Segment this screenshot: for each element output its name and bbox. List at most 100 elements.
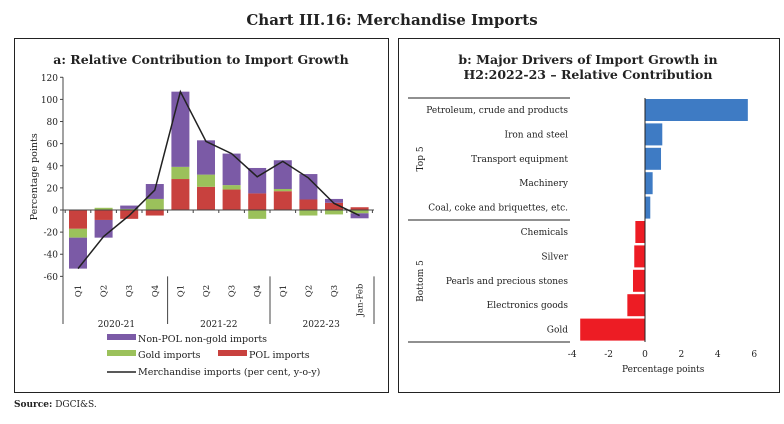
x-tick-label: 6 [751,350,757,360]
bar-non-pol-non-gold-imports [273,160,292,189]
group-label: Bottom 5 [416,260,426,302]
bar-pol-imports [350,207,369,210]
driver-bar [635,221,645,243]
legend-label: Non-POL non-gold imports [138,334,267,345]
y-tick-label: 20 [47,184,59,194]
driver-bar [645,147,662,170]
y-tick-label: 120 [41,74,58,84]
bar-pol-imports [197,186,215,210]
panel-b-title: b: Major Drivers of Import Growth in [458,52,717,67]
bar-gold-imports [120,208,139,210]
bar-gold-imports [145,198,164,210]
bar-pol-imports [120,210,139,219]
x-tick-label: Q3 [228,285,238,297]
legend-swatch [107,334,136,340]
legend-label: Merchandise imports (per cent, y-o-y) [138,367,320,378]
bar-gold-imports [273,188,292,192]
y-axis-label: Percentage points [29,133,40,220]
y-tick-label: -40 [44,251,59,261]
bar-non-pol-non-gold-imports [325,198,343,203]
x-tick-label: Q2 [202,285,212,297]
legend-label: POL imports [249,350,310,361]
bar-non-pol-non-gold-imports [120,205,139,209]
bar-pol-imports [145,210,164,216]
bar-gold-imports [222,185,241,190]
category-label: Machinery [519,179,569,189]
x-tick-label: 2 [679,350,685,360]
driver-bar [634,245,645,268]
bar-gold-imports [248,210,267,219]
x-axis-label: Percentage points [622,365,705,375]
x-tick-label: Q2 [100,285,110,297]
chart-title: Chart III.16: Merchandise Imports [246,11,538,29]
panel-b [398,38,780,393]
category-label: Electronics goods [487,301,569,311]
driver-bar [645,99,748,121]
category-label: Iron and steel [505,130,569,140]
driver-bar [632,269,645,292]
bar-non-pol-non-gold-imports [299,174,318,200]
bar-pol-imports [171,179,190,210]
x-tick-label: Q4 [151,285,161,297]
bar-pol-imports [248,193,267,210]
category-label: Chemicals [521,228,569,238]
x-tick-label: Q3 [330,285,340,297]
bar-gold-imports [325,210,343,215]
bar-non-pol-non-gold-imports [222,153,241,186]
x-tick-label: Q4 [253,285,263,297]
driver-bar [645,123,663,146]
bar-pol-imports [273,191,292,210]
x-tick-label: Q1 [279,285,289,297]
category-label: Coal, coke and briquettes, etc. [428,204,568,214]
group-label: 2020-21 [98,320,135,330]
x-tick-label: Q3 [125,285,135,297]
category-label: Pearls and precious stones [446,277,569,287]
bar-non-pol-non-gold-imports [350,213,369,219]
bar-non-pol-non-gold-imports [197,140,215,175]
legend-label: Gold imports [138,350,201,361]
panel-b-title: H2:2022-23 – Relative Contribution [464,67,713,82]
legend-swatch [218,350,247,356]
bar-gold-imports [94,207,113,210]
x-tick-label: Q1 [74,285,84,297]
panel-a [14,38,389,393]
x-tick-label: 0 [642,350,648,360]
driver-bar [645,172,653,195]
y-tick-label: 40 [47,162,59,172]
bar-pol-imports [299,199,318,210]
panel-a-title: a: Relative Contribution to Import Growt… [53,52,349,67]
group-label: 2021-22 [200,320,237,330]
bar-pol-imports [222,189,241,210]
driver-bar [645,196,651,219]
bar-gold-imports [197,174,215,187]
bar-pol-imports [325,202,343,210]
bar-non-pol-non-gold-imports [94,219,113,238]
bar-gold-imports [299,210,318,216]
bar-non-pol-non-gold-imports [69,237,87,269]
x-tick-label: -2 [604,350,613,360]
group-label: Top 5 [416,146,426,171]
x-tick-label: Jan-Feb [356,283,366,317]
y-tick-label: 60 [47,140,59,150]
bar-pol-imports [94,210,113,220]
legend-swatch [107,350,136,356]
category-label: Silver [541,252,568,262]
y-tick-label: -60 [44,273,59,283]
source-note: Source: DGCI&S. [14,400,97,410]
y-tick-label: 100 [41,96,58,106]
line-merchandise-imports [77,89,360,270]
y-tick-label: -20 [44,229,59,239]
group-label: 2022-23 [302,320,340,330]
driver-bar [627,294,645,317]
bar-gold-imports [350,210,369,214]
x-tick-label: Q2 [304,285,314,297]
category-label: Transport equipment [471,155,568,165]
source-text: DGCI&S. [55,400,97,410]
driver-bar [580,318,645,341]
x-tick-label: Q1 [176,285,186,297]
source-label: Source: [14,400,53,410]
y-tick-label: 80 [47,118,59,128]
bar-pol-imports [69,210,87,229]
bar-gold-imports [69,228,87,238]
